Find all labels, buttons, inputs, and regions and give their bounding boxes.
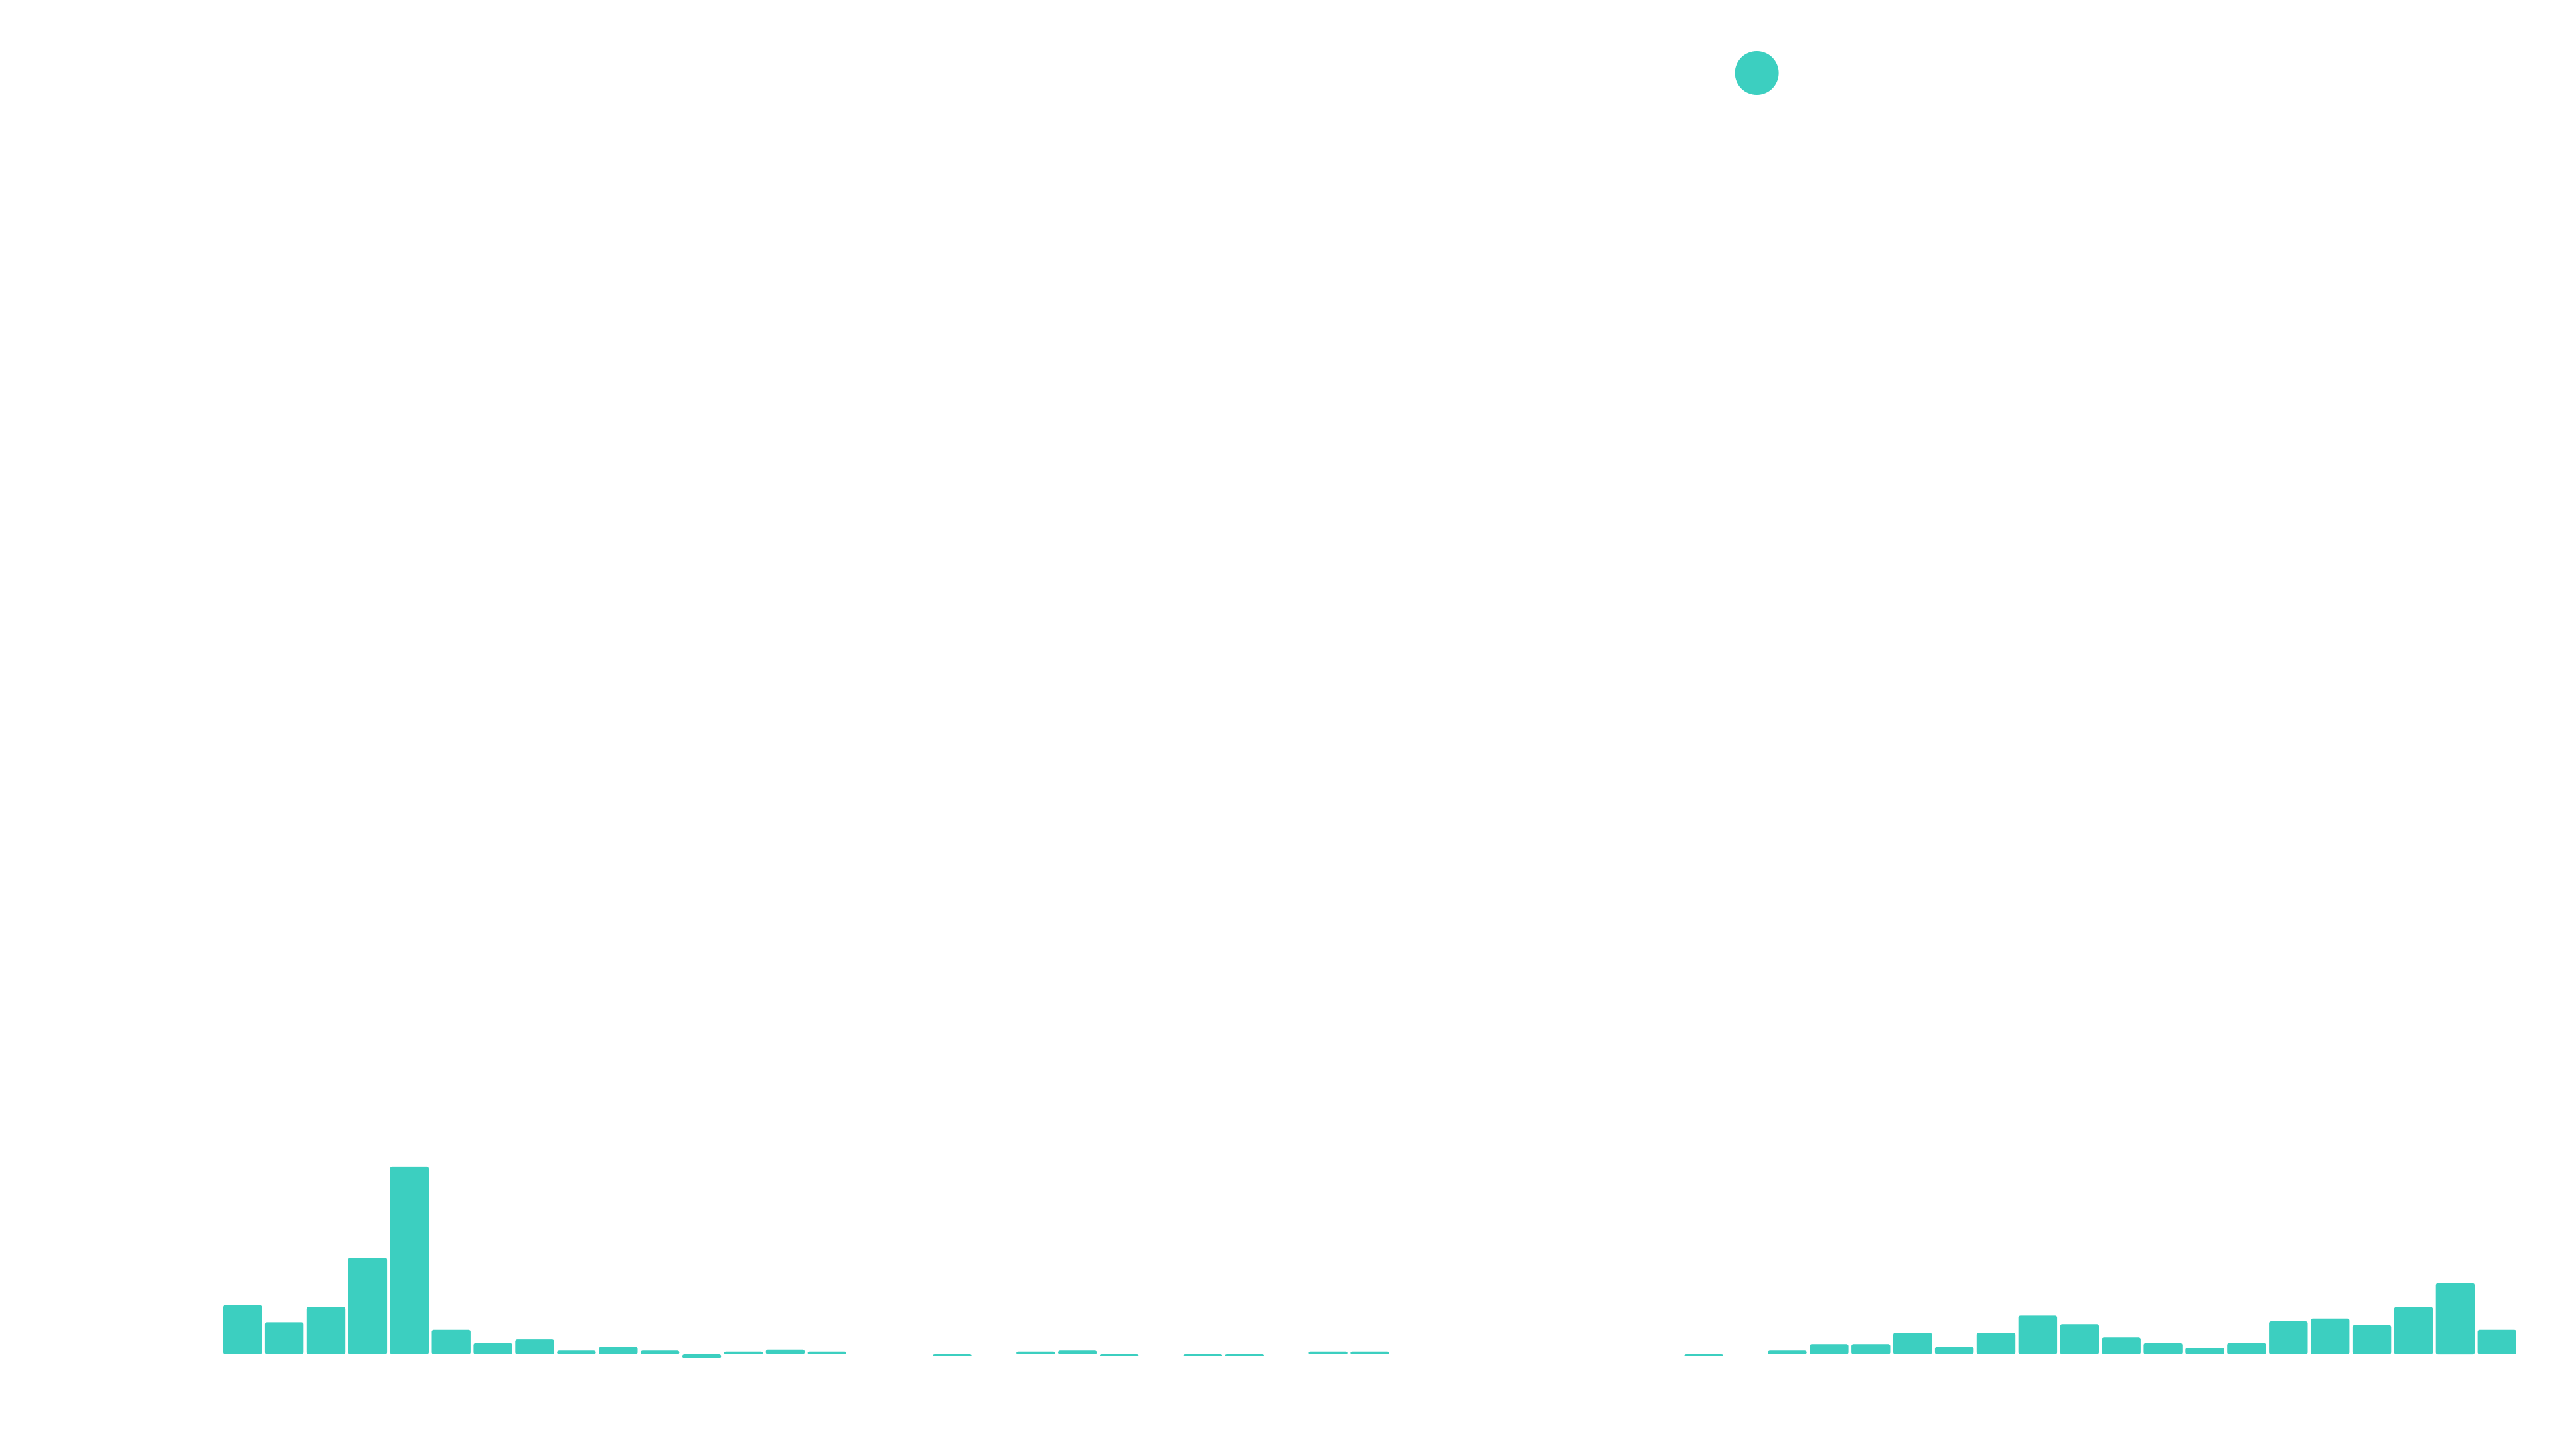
outlier-points — [1735, 51, 1779, 95]
bar-47 — [2143, 1343, 2183, 1354]
bar-51 — [2311, 1318, 2350, 1354]
bar-43 — [1976, 1333, 2016, 1354]
bar-22 — [1099, 1354, 1139, 1356]
bar-24 — [1183, 1354, 1223, 1356]
bar-8 — [515, 1339, 554, 1354]
bar-4 — [348, 1258, 388, 1354]
bar-52 — [2352, 1325, 2392, 1354]
bar-6 — [431, 1329, 471, 1354]
bar-54 — [2435, 1283, 2475, 1355]
bar-50 — [2269, 1321, 2308, 1354]
bar-5 — [390, 1166, 429, 1354]
bar-3 — [306, 1307, 346, 1354]
bar-53 — [2394, 1307, 2433, 1354]
bar-14 — [765, 1349, 805, 1354]
bar-1 — [223, 1305, 262, 1354]
bar-44 — [2018, 1315, 2058, 1354]
bar-49 — [2227, 1343, 2266, 1354]
outlier-point-37 — [1735, 51, 1779, 95]
bar-39 — [1810, 1344, 1849, 1354]
bar-41 — [1893, 1333, 1932, 1354]
bar-36 — [1684, 1354, 1723, 1356]
bar-13 — [724, 1351, 763, 1354]
bar-7 — [473, 1343, 512, 1354]
bar-18 — [933, 1354, 972, 1356]
bar-20 — [1016, 1351, 1055, 1354]
bar-45 — [2060, 1324, 2099, 1354]
bar-11 — [641, 1350, 680, 1354]
bar-38 — [1768, 1350, 1807, 1354]
bar-25 — [1225, 1354, 1264, 1356]
bar-12 — [682, 1354, 722, 1358]
bar-40 — [1851, 1344, 1891, 1354]
bar-series — [223, 1166, 2516, 1358]
bar-2 — [264, 1322, 304, 1354]
bar-15 — [807, 1351, 846, 1354]
bar-10 — [599, 1347, 638, 1354]
bar-28 — [1350, 1351, 1389, 1354]
bar-48 — [2185, 1348, 2224, 1354]
bar-46 — [2102, 1337, 2141, 1354]
bar-55 — [2477, 1329, 2516, 1354]
bar-27 — [1308, 1351, 1348, 1354]
bar-42 — [1934, 1347, 1974, 1354]
bar-9 — [557, 1350, 596, 1354]
bar-21 — [1058, 1350, 1097, 1354]
